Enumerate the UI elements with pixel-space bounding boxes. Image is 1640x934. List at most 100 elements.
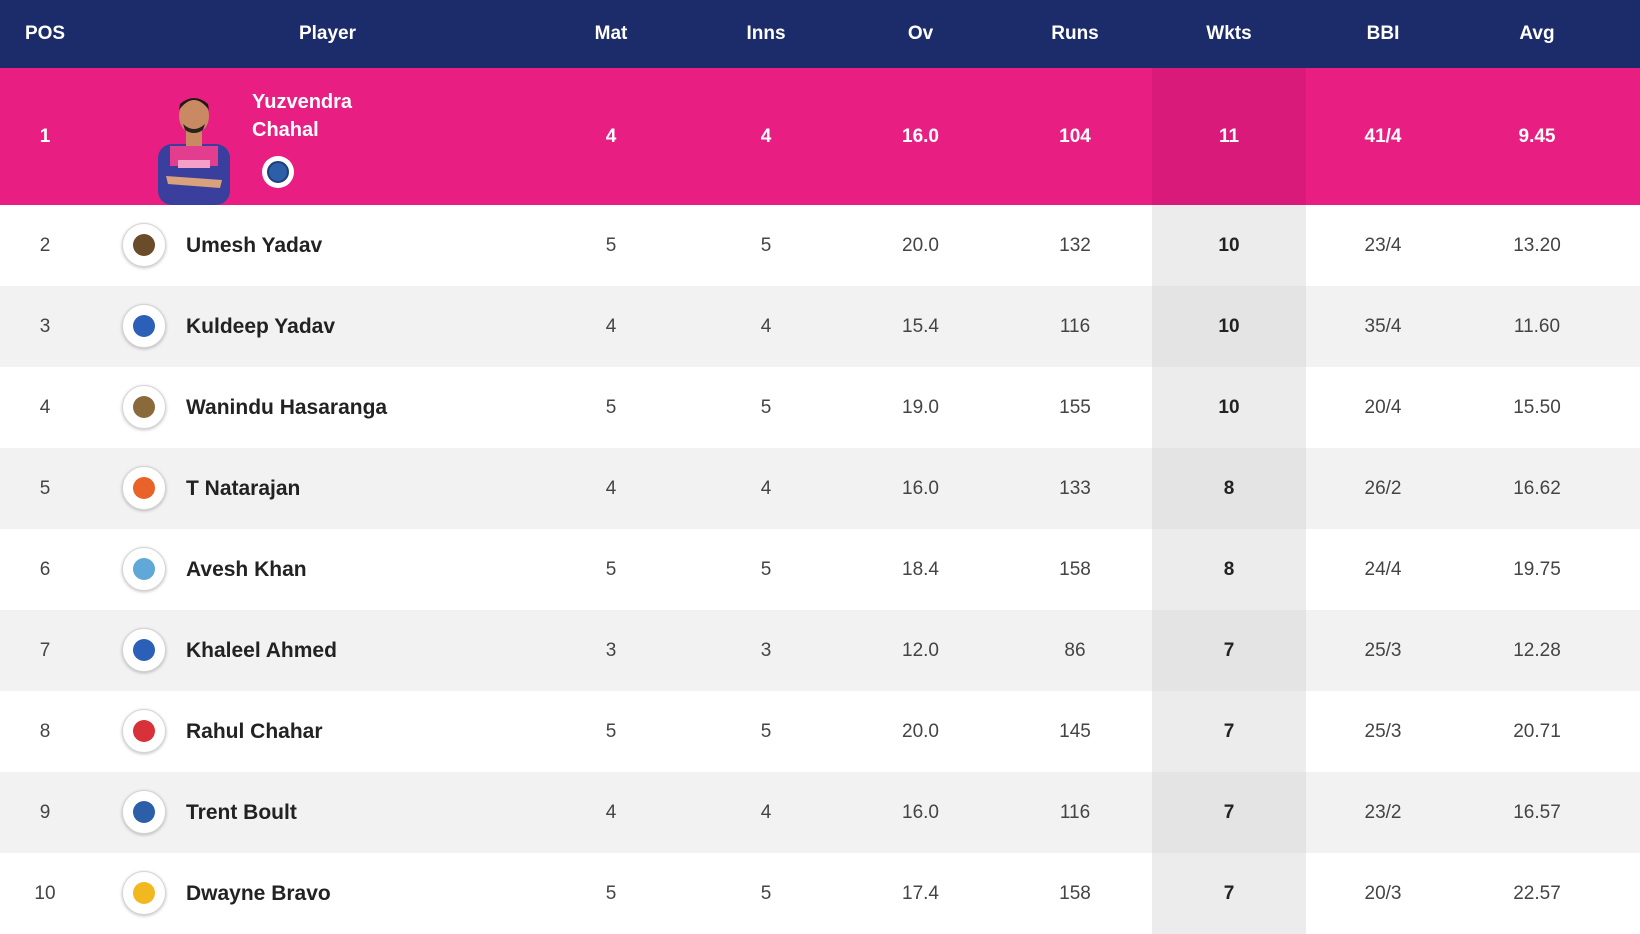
row-avg: 11.60 — [1513, 315, 1561, 337]
lucknow-super-giants-icon — [122, 547, 166, 591]
table-row[interactable]: 7 Khaleel Ahmed 3 3 12.0 86 7 25/3 12.28 — [0, 610, 1640, 691]
wickets-column-highlight — [1152, 286, 1306, 367]
leader-runs: 104 — [1059, 125, 1091, 147]
row-avg: 19.75 — [1513, 558, 1561, 580]
row-wkts: 8 — [1223, 558, 1235, 580]
row-bbi: 25/3 — [1364, 720, 1402, 742]
delhi-capitals-icon — [122, 628, 166, 672]
row-ov: 16.0 — [902, 477, 939, 499]
leader-inns: 4 — [760, 125, 772, 147]
row-wkts: 7 — [1223, 720, 1235, 742]
wickets-column-highlight — [1152, 529, 1306, 610]
row-inns: 4 — [760, 801, 772, 823]
table-row[interactable]: 3 Kuldeep Yadav 4 4 15.4 116 10 35/4 11.60 — [0, 286, 1640, 367]
row-pos: 9 — [39, 801, 51, 823]
player-name[interactable]: Umesh Yadav — [186, 233, 323, 257]
leader-bbi: 41/4 — [1364, 125, 1402, 147]
header-wkts: Wkts — [1206, 23, 1252, 44]
row-mat: 3 — [605, 639, 617, 661]
table-row[interactable]: 10 Dwayne Bravo 5 5 17.4 158 7 20/3 22.57 — [0, 853, 1640, 934]
row-ov: 18.4 — [902, 558, 939, 580]
row-wkts: 10 — [1218, 234, 1240, 256]
rajasthan-royals-icon — [122, 790, 166, 834]
leader-name[interactable]: Yuzvendra Chahal — [252, 88, 392, 144]
table-row[interactable]: 6 Avesh Khan 5 5 18.4 158 8 24/4 19.75 — [0, 529, 1640, 610]
row-mat: 4 — [605, 477, 617, 499]
player-name[interactable]: Avesh Khan — [186, 557, 307, 581]
leader-first-name: Yuzvendra — [252, 91, 353, 113]
row-pos: 10 — [34, 882, 56, 904]
player-portrait — [158, 98, 230, 205]
delhi-capitals-icon — [122, 304, 166, 348]
leader-avg: 9.45 — [1518, 125, 1556, 147]
player-name[interactable]: T Natarajan — [186, 476, 301, 500]
table-row[interactable]: 4 Wanindu Hasaranga 5 5 19.0 155 10 20/4 15.50 — [0, 367, 1640, 448]
row-pos: 2 — [39, 234, 51, 256]
table-row[interactable]: 5 T Natarajan 4 4 16.0 133 8 26/2 16.62 — [0, 448, 1640, 529]
wickets-column-highlight — [1152, 853, 1306, 934]
row-inns: 5 — [760, 558, 772, 580]
leader-ov: 16.0 — [902, 125, 939, 147]
leader-row[interactable]: 1 Yuzvendra Chahal 4 4 16.0 104 11 41/4 … — [0, 68, 1640, 205]
row-ov: 20.0 — [902, 234, 939, 256]
row-avg: 22.57 — [1513, 882, 1561, 904]
header-bbi: BBI — [1366, 23, 1400, 44]
row-bbi: 26/2 — [1364, 477, 1402, 499]
row-bbi: 23/2 — [1364, 801, 1402, 823]
header-runs: Runs — [1051, 23, 1099, 44]
wickets-column-highlight — [1152, 610, 1306, 691]
table-row[interactable]: 2 Umesh Yadav 5 5 20.0 132 10 23/4 13.20 — [0, 205, 1640, 286]
row-inns: 5 — [760, 234, 772, 256]
row-runs: 155 — [1059, 396, 1091, 418]
row-mat: 5 — [605, 720, 617, 742]
row-bbi: 20/3 — [1364, 882, 1402, 904]
player-name[interactable]: Kuldeep Yadav — [186, 314, 336, 338]
row-inns: 5 — [760, 396, 772, 418]
row-inns: 5 — [760, 720, 772, 742]
row-runs: 133 — [1059, 477, 1091, 499]
row-runs: 158 — [1059, 558, 1091, 580]
player-name[interactable]: Rahul Chahar — [186, 719, 323, 743]
header-pos: POS — [24, 23, 66, 44]
leader-mat: 4 — [605, 125, 617, 147]
row-avg: 15.50 — [1513, 396, 1561, 418]
row-ov: 16.0 — [902, 801, 939, 823]
royal-challengers-icon — [122, 385, 166, 429]
wickets-column-highlight — [1152, 367, 1306, 448]
row-inns: 3 — [760, 639, 772, 661]
punjab-kings-icon — [122, 709, 166, 753]
player-name[interactable]: Dwayne Bravo — [186, 881, 331, 905]
row-ov: 17.4 — [902, 882, 939, 904]
row-ov: 20.0 — [902, 720, 939, 742]
row-mat: 5 — [605, 882, 617, 904]
row-pos: 7 — [39, 639, 51, 661]
sunrisers-hyderabad-icon — [122, 466, 166, 510]
row-wkts: 7 — [1223, 882, 1235, 904]
row-mat: 4 — [605, 801, 617, 823]
player-name[interactable]: Khaleel Ahmed — [186, 638, 337, 662]
table-header: POS Player Mat Inns Ov Runs Wkts BBI Avg — [0, 0, 1640, 68]
row-wkts: 8 — [1223, 477, 1235, 499]
wickets-column-highlight — [1152, 448, 1306, 529]
row-inns: 4 — [760, 315, 772, 337]
row-mat: 4 — [605, 315, 617, 337]
row-ov: 19.0 — [902, 396, 939, 418]
row-bbi: 24/4 — [1364, 558, 1402, 580]
leader-last-name: Chahal — [252, 119, 319, 141]
row-pos: 8 — [39, 720, 51, 742]
wickets-column-highlight — [1152, 772, 1306, 853]
header-inns: Inns — [746, 23, 786, 44]
header-mat: Mat — [594, 23, 628, 44]
kolkata-knight-riders-icon — [122, 223, 166, 267]
header-avg: Avg — [1519, 23, 1555, 44]
player-name[interactable]: Trent Boult — [186, 800, 297, 824]
row-runs: 116 — [1059, 315, 1091, 337]
table-row[interactable]: 8 Rahul Chahar 5 5 20.0 145 7 25/3 20.71 — [0, 691, 1640, 772]
player-name[interactable]: Wanindu Hasaranga — [186, 395, 388, 419]
row-pos: 3 — [39, 315, 51, 337]
row-ov: 15.4 — [902, 315, 939, 337]
table-row[interactable]: 9 Trent Boult 4 4 16.0 116 7 23/2 16.57 — [0, 772, 1640, 853]
row-wkts: 10 — [1218, 315, 1240, 337]
chennai-super-kings-icon — [122, 871, 166, 915]
wickets-column-highlight — [1152, 205, 1306, 286]
